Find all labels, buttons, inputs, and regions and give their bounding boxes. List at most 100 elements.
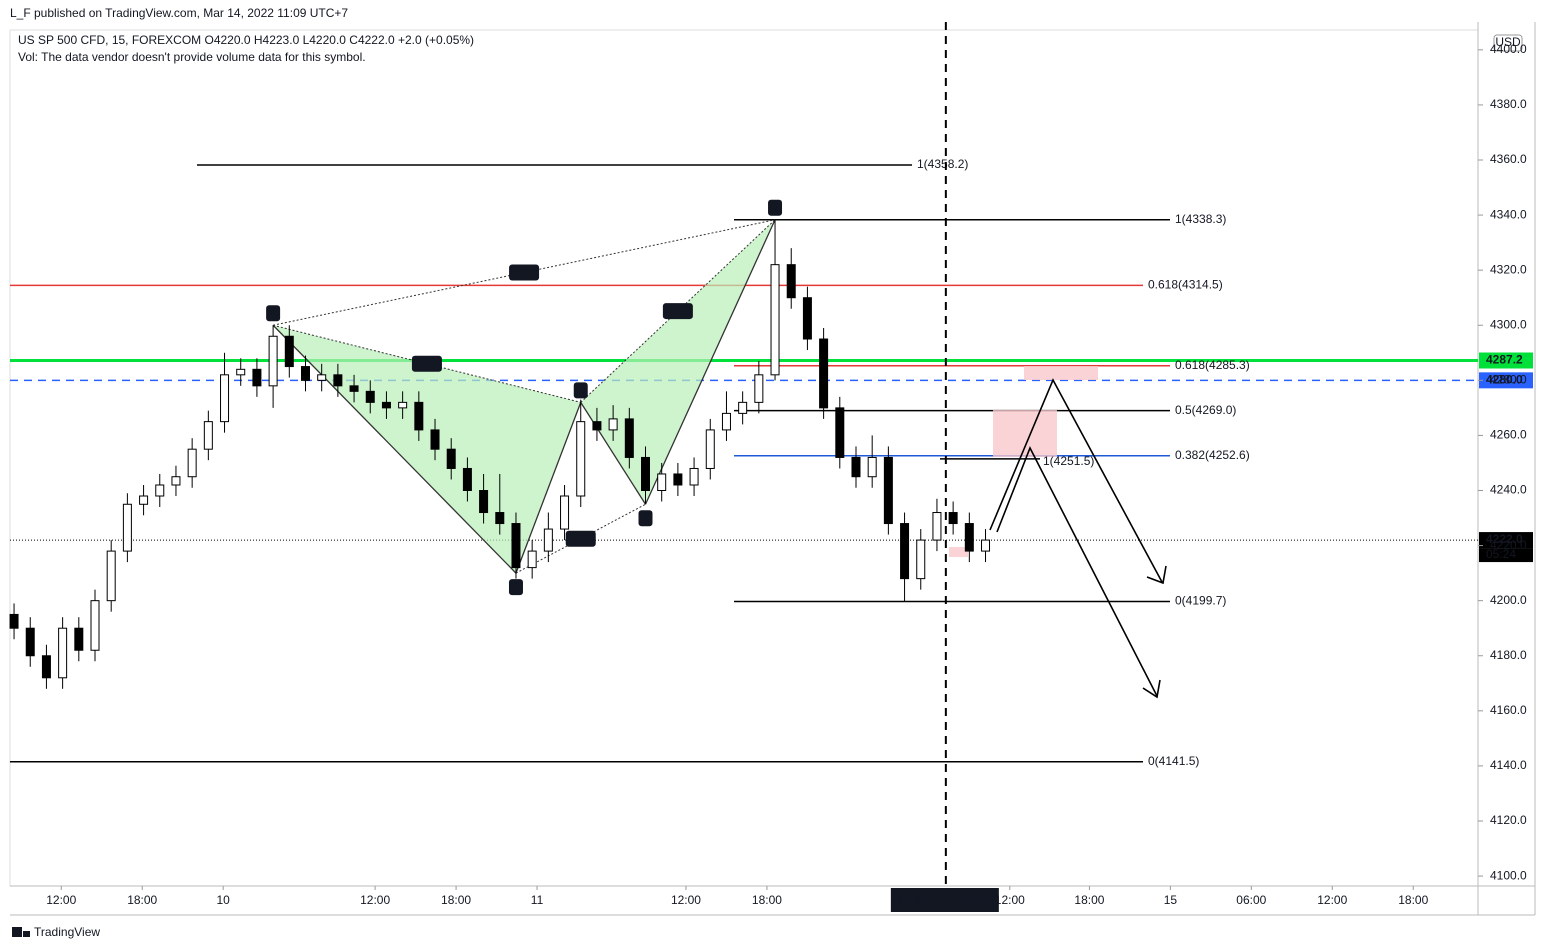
candle-body bbox=[381, 401, 391, 409]
zone-box bbox=[949, 547, 968, 557]
y-tick-label: 4380.0 bbox=[1490, 97, 1527, 111]
fib-level-label: 0.382(4252.6) bbox=[1175, 448, 1250, 462]
cursor-date: 14 Mar '22 bbox=[898, 893, 956, 907]
y-tick-label: 4200.0 bbox=[1490, 593, 1527, 607]
candle-body bbox=[300, 366, 310, 381]
ratio-label: 2.739 bbox=[663, 303, 693, 317]
candle-body bbox=[495, 512, 505, 525]
countdown-tag bbox=[1479, 548, 1533, 563]
candle-body bbox=[171, 476, 181, 486]
ratio-box bbox=[662, 303, 693, 320]
x-tick-label: 18:00 bbox=[441, 893, 471, 907]
candle-body bbox=[122, 503, 132, 552]
cursor-time: 07:15 bbox=[963, 893, 994, 907]
candle-body bbox=[673, 473, 683, 486]
pattern-point-label: B bbox=[576, 383, 585, 397]
candle-body bbox=[252, 368, 262, 387]
volume-note: Vol: The data vendor doesn't provide vol… bbox=[18, 50, 366, 64]
candle-body bbox=[770, 264, 780, 376]
zone-box bbox=[1024, 366, 1098, 380]
countdown: 05:24 bbox=[1486, 547, 1516, 561]
x-tick-label: 18:00 bbox=[127, 893, 157, 907]
candle-body bbox=[203, 421, 213, 450]
y-tick-label: 4280.0 bbox=[1490, 373, 1527, 387]
ratio-label: 0.694 bbox=[412, 356, 442, 370]
candle-body bbox=[90, 600, 100, 651]
publisher: L_F published on TradingView.com, Mar 14… bbox=[10, 6, 348, 20]
candle-body bbox=[106, 550, 116, 602]
fib-level-label: 1(4358.2) bbox=[917, 157, 968, 171]
candle-body bbox=[365, 390, 375, 403]
y-tick-label: 4320.0 bbox=[1490, 262, 1527, 276]
y-tick-label: 4100.0 bbox=[1490, 868, 1527, 882]
candle-body bbox=[624, 418, 634, 458]
y-tick-label: 4260.0 bbox=[1490, 428, 1527, 442]
brand: TradingView bbox=[34, 925, 100, 939]
candle-body bbox=[479, 489, 489, 514]
candle-body bbox=[689, 467, 699, 486]
y-tick-label: 4300.0 bbox=[1490, 317, 1527, 331]
fib-level-label: 0(4141.5) bbox=[1148, 754, 1199, 768]
y-tick-label: 4120.0 bbox=[1490, 813, 1527, 827]
candle-body bbox=[462, 467, 472, 491]
pattern-point-label: C bbox=[641, 510, 650, 524]
candle-body bbox=[268, 335, 278, 387]
x-tick-label: 11 bbox=[531, 893, 544, 907]
y-tick-label: 4340.0 bbox=[1490, 207, 1527, 221]
y-tick-label: 4360.0 bbox=[1490, 152, 1527, 166]
ratio-box bbox=[411, 355, 442, 372]
x-tick-label: 12:00 bbox=[995, 893, 1025, 907]
candle-body bbox=[948, 512, 958, 525]
candle-body bbox=[819, 338, 829, 409]
candle-body bbox=[317, 374, 327, 381]
candle-body bbox=[900, 523, 910, 580]
candle-body bbox=[721, 412, 731, 431]
ratio-box bbox=[509, 264, 540, 281]
currency-box bbox=[1493, 34, 1523, 52]
pattern-point-box bbox=[266, 305, 281, 322]
pattern-point-label: D bbox=[771, 200, 780, 214]
zone-box bbox=[993, 410, 1057, 457]
y-tick-label: 4400.0 bbox=[1490, 42, 1527, 56]
candle-body bbox=[932, 512, 942, 541]
price-tag-label: 4280.0 bbox=[1486, 373, 1523, 387]
fib-level-label: 0.618(4314.5) bbox=[1148, 277, 1223, 291]
candle-body bbox=[738, 401, 748, 414]
candle-body bbox=[560, 495, 570, 530]
fib-level-label: 0.5(4269.0) bbox=[1175, 403, 1236, 417]
x-tick-label: 12:00 bbox=[671, 893, 701, 907]
arrow bbox=[989, 378, 1163, 583]
cursor-tag bbox=[890, 888, 999, 912]
y-tick-label: 4180.0 bbox=[1490, 648, 1527, 662]
candle-body bbox=[867, 456, 877, 478]
candle-body bbox=[220, 374, 230, 423]
x-tick-label: 06:00 bbox=[1236, 893, 1266, 907]
ratio-label: 1.414 bbox=[509, 265, 539, 279]
candle-body bbox=[58, 627, 68, 679]
ratio-box bbox=[565, 530, 596, 547]
ratio-label: 0.597 bbox=[566, 531, 596, 545]
candle-body bbox=[349, 385, 359, 392]
candle-body bbox=[705, 429, 715, 469]
candle-body bbox=[608, 418, 618, 431]
candle-body bbox=[430, 429, 440, 450]
y-tick-label: 4140.0 bbox=[1490, 758, 1527, 772]
candle-body bbox=[641, 456, 651, 491]
symbol-info: US SP 500 CFD, 15, FOREXCOM O4220.0 H422… bbox=[18, 33, 474, 47]
candle-body bbox=[657, 473, 667, 491]
candle-body bbox=[981, 539, 991, 552]
candle-body bbox=[835, 407, 845, 458]
x-tick-label: 10 bbox=[217, 893, 231, 907]
y-tick-label: 4240.0 bbox=[1490, 483, 1527, 497]
candle-body bbox=[802, 297, 812, 340]
candle-body bbox=[398, 401, 408, 409]
fib-level-label: 1(4251.5) bbox=[1043, 454, 1094, 468]
x-tick-label: 18:00 bbox=[1398, 893, 1428, 907]
pattern-point-box bbox=[638, 510, 653, 527]
candle-body bbox=[25, 627, 35, 657]
candle-body bbox=[964, 523, 974, 552]
candle-body bbox=[446, 448, 456, 469]
projection-arrows bbox=[989, 378, 1167, 699]
